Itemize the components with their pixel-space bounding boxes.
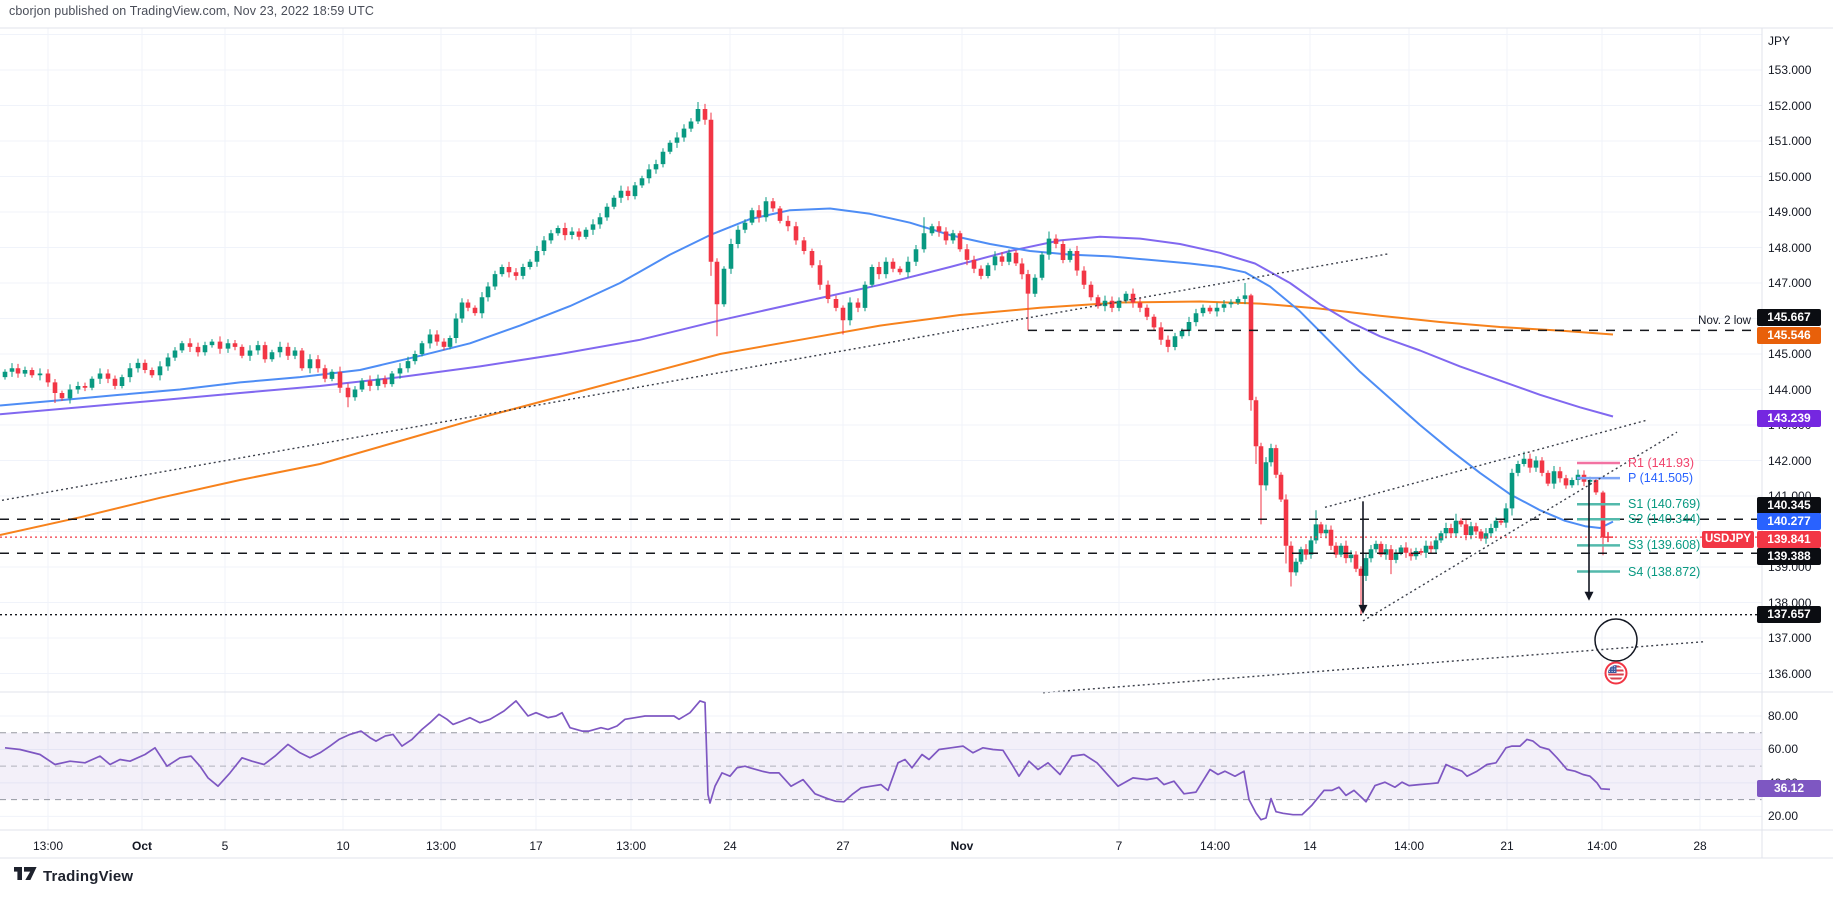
- rsi-line: [4, 700, 1611, 821]
- time-tick: 10: [336, 839, 350, 853]
- candle-wicks-up: [4, 102, 1591, 581]
- price-tick: 147.000: [1768, 276, 1812, 290]
- candle-bodies-down: [15, 109, 1606, 576]
- pivot-label-S4: S4 (138.872): [1628, 564, 1701, 579]
- time-tick: 28: [1693, 839, 1707, 853]
- rsi-tick: 80.00: [1768, 709, 1799, 723]
- tradingview-logo-icon: [14, 866, 37, 886]
- time-tick: 17: [529, 839, 543, 853]
- time-tick: 21: [1500, 839, 1514, 853]
- rsi-tick: 60.00: [1768, 742, 1799, 757]
- time-tick: 14: [1303, 839, 1317, 853]
- symbol-badge: USDJPY: [1702, 531, 1754, 548]
- pivot-label-S1: S1 (140.769): [1628, 497, 1701, 512]
- price-tick: 142.000: [1768, 453, 1812, 468]
- trendline-wedge-upper: [1324, 419, 1647, 509]
- pivot-label-S2: S2 (140.344): [1628, 512, 1701, 527]
- candle-wicks-down: [17, 103, 1604, 615]
- time-tick: 14:00: [1393, 839, 1425, 853]
- tradingview-logo-text: TradingView: [43, 867, 134, 885]
- price-tick: 137.000: [1768, 631, 1812, 645]
- ma-fast-blue-line: [0, 207, 1614, 529]
- price-badge-145.667: 145.667: [1757, 309, 1821, 326]
- gridlines: [0, 28, 1762, 830]
- time-tick: 14:00: [1586, 839, 1618, 853]
- down-arrow-nov15-head: [1358, 604, 1368, 614]
- price-tick: 152.000: [1768, 98, 1812, 113]
- price-badge-140.345: 140.345: [1757, 497, 1821, 514]
- us-flag-event-icon: [1604, 661, 1628, 685]
- price-tick: 150.000: [1768, 169, 1812, 184]
- candle-bodies-up: [2, 109, 1593, 576]
- time-tick: 5: [221, 839, 229, 853]
- pivot-label-P: P (141.505): [1628, 471, 1694, 486]
- time-tick: 13:00: [615, 839, 647, 853]
- pivot-label-S3: S3 (139.608): [1628, 538, 1701, 553]
- time-tick: 7: [1115, 839, 1123, 853]
- price-axis-unit: JPY: [1768, 34, 1791, 48]
- time-tick: 13:00: [425, 839, 457, 853]
- price-badge-137.657: 137.657: [1757, 606, 1821, 623]
- tradingview-logo[interactable]: TradingView: [14, 866, 133, 886]
- circle-annotation: [1594, 618, 1638, 662]
- price-badge-140.277: 140.277: [1757, 513, 1821, 530]
- price-badge-36.12: 36.12: [1757, 780, 1821, 797]
- time-tick: 14:00: [1199, 839, 1231, 853]
- trendline-lower-channel: [1042, 640, 1707, 694]
- nov-2-low-note: Nov. 2 low: [1698, 315, 1751, 327]
- price-badge-143.239: 143.239: [1757, 410, 1821, 427]
- price-badge-139.841: 139.841: [1757, 531, 1821, 548]
- rsi-tick: 20.00: [1768, 809, 1799, 824]
- price-badge-139.388: 139.388: [1757, 548, 1821, 565]
- time-tick: 13:00: [32, 839, 64, 853]
- price-tick: 149.000: [1768, 205, 1812, 219]
- price-badge-145.546: 145.546: [1757, 327, 1821, 344]
- price-tick: 144.000: [1768, 382, 1812, 397]
- time-tick: 24: [723, 839, 737, 853]
- price-tick: 136.000: [1768, 666, 1812, 681]
- down-arrow-projection-head: [1584, 591, 1594, 601]
- time-tick: Oct: [131, 839, 152, 853]
- pivot-label-R1: R1 (141.93): [1628, 455, 1695, 470]
- trendline-long-rising-support: [1, 252, 1391, 501]
- current-price-marker: [1603, 532, 1613, 543]
- time-tick: Nov: [950, 839, 974, 853]
- ma-mid-purple-line: [0, 235, 1614, 418]
- price-tick: 148.000: [1768, 240, 1812, 255]
- trendline-wedge-lower: [1362, 431, 1678, 622]
- time-tick: 27: [836, 839, 850, 853]
- price-tick: 151.000: [1768, 134, 1812, 148]
- price-tick: 145.000: [1768, 347, 1812, 361]
- ma-slow-orange-line: [0, 300, 1614, 536]
- price-tick: 153.000: [1768, 63, 1812, 77]
- attribution-text: cborjon published on TradingView.com, No…: [9, 4, 375, 18]
